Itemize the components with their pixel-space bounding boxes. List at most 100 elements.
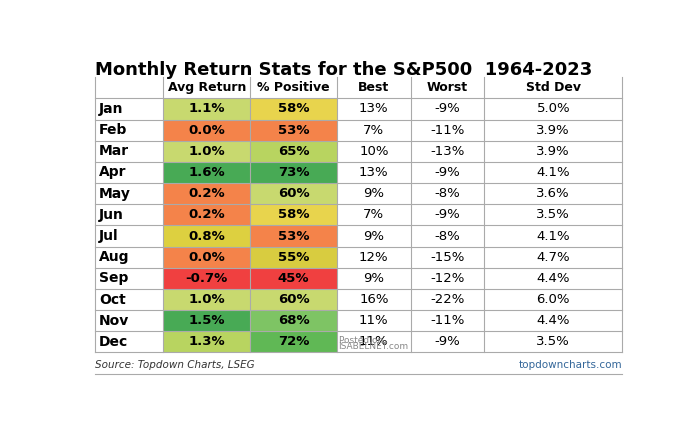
- Bar: [251, 331, 337, 352]
- Text: 58%: 58%: [278, 208, 309, 222]
- Bar: [251, 183, 337, 204]
- Text: -22%: -22%: [430, 293, 465, 306]
- Text: 7%: 7%: [363, 124, 384, 137]
- Text: Nov: Nov: [99, 314, 130, 328]
- Text: 7%: 7%: [363, 208, 384, 222]
- Text: 0.0%: 0.0%: [188, 251, 225, 264]
- Text: 0.0%: 0.0%: [188, 124, 225, 137]
- Text: 60%: 60%: [278, 187, 309, 200]
- Text: Posted on: Posted on: [339, 336, 383, 345]
- Text: 5.0%: 5.0%: [536, 103, 570, 116]
- Text: 1.6%: 1.6%: [188, 166, 225, 179]
- Bar: [163, 141, 251, 162]
- Text: Jul: Jul: [99, 229, 119, 243]
- Text: 1.0%: 1.0%: [188, 293, 225, 306]
- Bar: [251, 225, 337, 246]
- Text: -8%: -8%: [435, 187, 461, 200]
- Bar: [163, 225, 251, 246]
- Bar: [163, 183, 251, 204]
- Text: Jan: Jan: [99, 102, 124, 116]
- Text: Aug: Aug: [99, 250, 130, 264]
- Bar: [163, 119, 251, 141]
- Bar: [163, 310, 251, 331]
- Text: Feb: Feb: [99, 123, 127, 137]
- Text: Apr: Apr: [99, 165, 127, 179]
- Text: 11%: 11%: [359, 314, 389, 327]
- Text: 1.0%: 1.0%: [188, 145, 225, 158]
- Text: Avg Return: Avg Return: [168, 81, 246, 94]
- Text: Jun: Jun: [99, 208, 124, 222]
- Text: 0.2%: 0.2%: [188, 208, 225, 222]
- Text: 0.8%: 0.8%: [188, 230, 225, 243]
- Text: Sep: Sep: [99, 271, 129, 285]
- Text: 58%: 58%: [278, 103, 309, 116]
- Text: -8%: -8%: [435, 230, 461, 243]
- Text: 55%: 55%: [278, 251, 309, 264]
- Text: -11%: -11%: [430, 124, 465, 137]
- Text: 4.7%: 4.7%: [536, 251, 570, 264]
- Text: 4.4%: 4.4%: [536, 314, 570, 327]
- Text: -9%: -9%: [435, 166, 461, 179]
- Text: Oct: Oct: [99, 292, 126, 306]
- Bar: [251, 141, 337, 162]
- Text: 60%: 60%: [278, 293, 309, 306]
- Text: -13%: -13%: [430, 145, 465, 158]
- Text: 4.1%: 4.1%: [536, 230, 570, 243]
- Text: -0.7%: -0.7%: [186, 272, 228, 285]
- Text: 9%: 9%: [363, 272, 384, 285]
- Text: Dec: Dec: [99, 335, 128, 349]
- Text: 53%: 53%: [278, 124, 309, 137]
- Text: 4.1%: 4.1%: [536, 166, 570, 179]
- Bar: [251, 310, 337, 331]
- Text: -9%: -9%: [435, 208, 461, 222]
- Text: % Positive: % Positive: [258, 81, 330, 94]
- Text: Mar: Mar: [99, 144, 130, 158]
- Text: topdowncharts.com: topdowncharts.com: [519, 360, 622, 370]
- Text: -12%: -12%: [430, 272, 465, 285]
- Text: 3.6%: 3.6%: [536, 187, 570, 200]
- Bar: [163, 268, 251, 289]
- Text: 9%: 9%: [363, 230, 384, 243]
- Text: Monthly Return Stats for the S&P500  1964-2023: Monthly Return Stats for the S&P500 1964…: [95, 62, 592, 79]
- Text: Std Dev: Std Dev: [526, 81, 581, 94]
- Text: 73%: 73%: [278, 166, 309, 179]
- Text: Best: Best: [358, 81, 389, 94]
- Text: 6.0%: 6.0%: [536, 293, 570, 306]
- Text: 13%: 13%: [359, 166, 389, 179]
- Text: 1.3%: 1.3%: [188, 335, 225, 349]
- Bar: [251, 204, 337, 225]
- Bar: [163, 98, 251, 119]
- Text: -9%: -9%: [435, 335, 461, 349]
- Text: Source: Topdown Charts, LSEG: Source: Topdown Charts, LSEG: [95, 360, 255, 370]
- Bar: [251, 246, 337, 268]
- Text: -11%: -11%: [430, 314, 465, 327]
- Text: 45%: 45%: [278, 272, 309, 285]
- Bar: [251, 289, 337, 310]
- Text: 1.5%: 1.5%: [188, 314, 225, 327]
- Text: 11%: 11%: [359, 335, 389, 349]
- Text: 4.4%: 4.4%: [536, 272, 570, 285]
- Text: 3.9%: 3.9%: [536, 145, 570, 158]
- Bar: [251, 98, 337, 119]
- Text: May: May: [99, 187, 131, 201]
- Text: Worst: Worst: [427, 81, 468, 94]
- Bar: [251, 268, 337, 289]
- Text: 65%: 65%: [278, 145, 309, 158]
- Text: 12%: 12%: [359, 251, 389, 264]
- Text: 72%: 72%: [278, 335, 309, 349]
- Text: 0.2%: 0.2%: [188, 187, 225, 200]
- Text: 10%: 10%: [359, 145, 389, 158]
- Bar: [163, 331, 251, 352]
- Text: -9%: -9%: [435, 103, 461, 116]
- Bar: [163, 204, 251, 225]
- Bar: [163, 289, 251, 310]
- Bar: [251, 162, 337, 183]
- Text: 13%: 13%: [359, 103, 389, 116]
- Text: 1.1%: 1.1%: [188, 103, 225, 116]
- Text: 53%: 53%: [278, 230, 309, 243]
- Text: ISABELNET.com: ISABELNET.com: [339, 342, 409, 351]
- Text: -15%: -15%: [430, 251, 465, 264]
- Bar: [251, 119, 337, 141]
- Text: 3.9%: 3.9%: [536, 124, 570, 137]
- Text: 16%: 16%: [359, 293, 389, 306]
